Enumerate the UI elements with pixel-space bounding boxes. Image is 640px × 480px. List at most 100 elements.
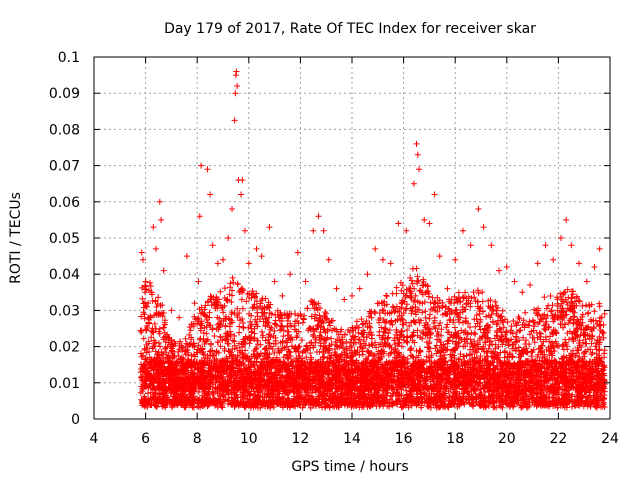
data-point	[400, 310, 407, 317]
data-point	[242, 347, 249, 354]
data-point	[244, 291, 251, 298]
data-point	[359, 321, 366, 328]
data-point	[307, 350, 314, 357]
data-point	[332, 338, 339, 345]
data-point	[548, 308, 555, 315]
data-point	[140, 335, 147, 342]
data-point	[285, 328, 292, 335]
data-point	[596, 303, 603, 310]
data-point	[257, 341, 264, 348]
data-point	[419, 300, 426, 307]
data-point	[229, 274, 236, 281]
data-point	[557, 290, 564, 297]
data-point	[378, 324, 385, 331]
data-point	[462, 289, 469, 296]
data-point	[321, 353, 328, 360]
data-point	[499, 307, 506, 314]
data-point	[207, 352, 214, 359]
data-point	[378, 347, 385, 354]
data-point	[271, 327, 278, 334]
data-point	[545, 302, 552, 309]
data-point	[451, 324, 458, 331]
data-point	[600, 329, 607, 336]
data-point	[487, 297, 494, 304]
data-point	[438, 326, 445, 333]
data-point	[388, 317, 395, 324]
data-point	[292, 310, 299, 317]
data-points	[137, 68, 608, 411]
data-point	[432, 325, 439, 332]
data-point	[433, 350, 440, 357]
data-point	[404, 334, 411, 341]
data-point	[475, 290, 482, 297]
data-point	[298, 337, 305, 344]
data-point	[598, 314, 605, 321]
data-point	[560, 346, 567, 353]
data-point	[409, 280, 416, 287]
data-point	[426, 315, 433, 322]
data-point	[357, 340, 364, 347]
data-point	[579, 311, 586, 318]
data-point	[564, 330, 571, 337]
data-point	[259, 328, 266, 335]
data-point	[448, 357, 455, 364]
data-point	[146, 279, 153, 286]
data-point	[419, 309, 426, 316]
data-point	[338, 326, 345, 333]
data-point	[567, 315, 574, 322]
data-point	[308, 313, 315, 320]
data-point	[359, 345, 366, 352]
data-point	[526, 331, 533, 338]
data-point	[139, 295, 146, 302]
data-point	[422, 308, 429, 315]
data-point	[472, 331, 479, 338]
data-point	[250, 291, 257, 298]
data-point	[221, 285, 228, 292]
data-point	[549, 339, 556, 346]
data-point	[208, 341, 215, 348]
data-point	[588, 351, 595, 358]
data-point	[202, 302, 209, 309]
data-point	[251, 301, 258, 308]
data-point	[393, 284, 400, 291]
data-point	[403, 387, 410, 394]
data-point	[442, 303, 449, 310]
data-point	[483, 313, 490, 320]
data-point	[414, 273, 421, 280]
data-point	[513, 322, 520, 329]
data-point	[278, 322, 285, 329]
data-point	[195, 342, 202, 349]
data-point	[500, 324, 507, 331]
data-point	[151, 320, 158, 327]
data-point	[316, 312, 323, 319]
data-point	[535, 320, 542, 327]
data-point	[152, 348, 159, 355]
data-point	[314, 322, 321, 329]
data-point	[217, 343, 224, 350]
data-point	[547, 292, 554, 299]
data-point	[583, 302, 590, 309]
data-point	[391, 337, 398, 344]
data-point	[414, 332, 421, 339]
data-point	[572, 352, 579, 359]
data-point	[302, 347, 309, 354]
data-point	[412, 292, 419, 299]
data-point	[334, 343, 341, 350]
data-point	[403, 301, 410, 308]
data-point	[215, 349, 222, 356]
data-point	[215, 320, 222, 327]
data-point	[294, 333, 301, 340]
data-point	[299, 319, 306, 326]
data-point	[258, 297, 265, 304]
data-point	[541, 294, 548, 301]
data-point	[236, 329, 243, 336]
data-point	[253, 298, 260, 305]
data-point	[553, 330, 560, 337]
data-point	[564, 301, 571, 308]
data-point	[589, 332, 596, 339]
data-point	[445, 337, 452, 344]
data-point	[469, 351, 476, 358]
data-point	[315, 300, 322, 307]
data-point	[272, 321, 279, 328]
